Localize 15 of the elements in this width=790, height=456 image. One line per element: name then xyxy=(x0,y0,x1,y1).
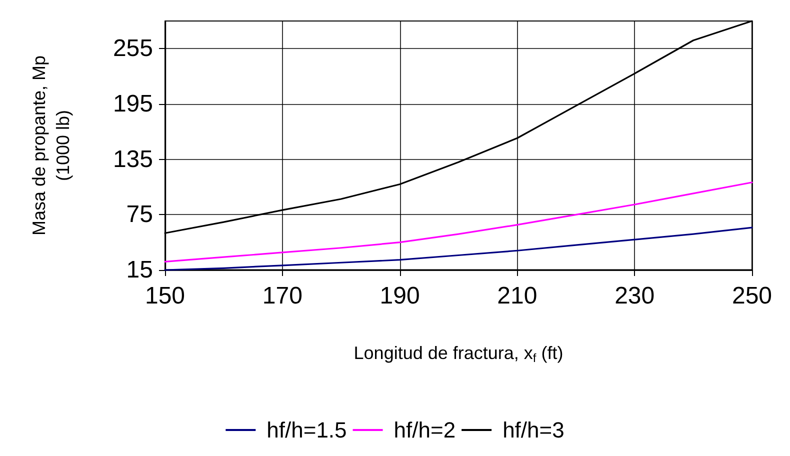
y-tick-label: 135 xyxy=(112,146,153,173)
x-tick-label: 210 xyxy=(497,282,538,310)
x-tick-label: 250 xyxy=(732,282,772,310)
y-tick-label: 255 xyxy=(112,35,153,62)
y-axis-title: Masa de propante, Mp (1000 lb) xyxy=(29,55,73,236)
y-tick-label: 15 xyxy=(126,256,153,284)
y-tick-label: 75 xyxy=(126,201,153,228)
y-tick-label: 195 xyxy=(112,90,153,118)
x-tick-label: 170 xyxy=(262,282,302,310)
legend-label: hf/h=2 xyxy=(394,418,456,442)
legend-label: hf/h=1.5 xyxy=(266,418,347,442)
legend-label: hf/h=3 xyxy=(502,418,564,442)
x-tick-label: 230 xyxy=(614,282,655,310)
x-tick-label: 190 xyxy=(380,282,420,310)
x-tick-label: 150 xyxy=(144,282,186,310)
